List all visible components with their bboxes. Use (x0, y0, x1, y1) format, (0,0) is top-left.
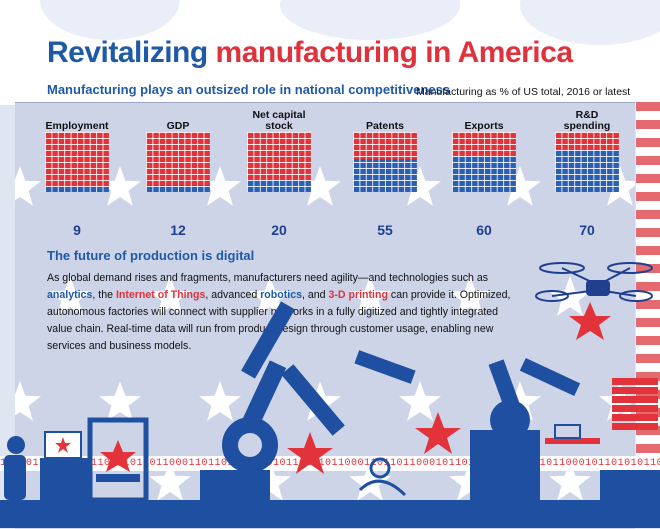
background-star (49, 276, 91, 316)
robot-arm (200, 301, 295, 500)
printed-star-icon (100, 440, 136, 472)
metric-grid (353, 132, 417, 192)
grid-lines (353, 132, 417, 192)
background-star (549, 276, 591, 316)
metric-grid (452, 132, 516, 192)
header-area (0, 0, 660, 105)
metric-value: 12 (170, 222, 186, 238)
page-title: Revitalizing manufacturing in America (47, 36, 573, 70)
chart-note: Manufacturing as % of US total, 2016 or … (416, 86, 631, 98)
metric-net-capital-stock: Net capital stock (247, 108, 311, 192)
metric-employment: Employment (45, 108, 109, 192)
keyword-robotics: robotics (260, 289, 302, 301)
grid-lines (247, 132, 311, 192)
metric-value: 20 (271, 222, 287, 238)
forklift (600, 470, 660, 500)
robot-arm (470, 357, 581, 500)
star-icon (287, 432, 333, 474)
metric-value: 70 (579, 222, 595, 238)
workstation (40, 458, 90, 500)
background-star (99, 381, 141, 421)
metric-label: R&D spending (563, 109, 611, 132)
metric-value: 9 (73, 222, 81, 238)
grid-lines (452, 132, 516, 192)
metric-rd-spending: R&D spending (555, 108, 619, 192)
background-star (349, 461, 391, 501)
section-heading: The future of production is digital (47, 248, 255, 263)
grid-lines (146, 132, 210, 192)
metric-grid (146, 132, 210, 192)
metric-label: Net capital stock (252, 109, 306, 132)
background-star (199, 166, 241, 206)
printer-frame (87, 417, 149, 503)
metric-patents: Patents (353, 108, 417, 192)
worker-figure (4, 436, 26, 500)
background-star (349, 276, 391, 316)
operator-figure (358, 457, 407, 497)
background-star (499, 166, 541, 206)
background-star (499, 381, 541, 421)
background-star (399, 166, 441, 206)
keyword-analytics: analytics (47, 289, 93, 301)
title-part-2: manufacturing in America (215, 36, 573, 69)
metric-exports: Exports (452, 108, 516, 192)
work-table (545, 438, 600, 444)
metric-label: Exports (464, 120, 504, 132)
metric-value: 55 (377, 222, 393, 238)
star-icon (415, 412, 461, 454)
background-star (299, 166, 341, 206)
background-star (15, 381, 41, 421)
background-star (449, 276, 491, 316)
drone-star-icon (569, 302, 611, 340)
drone-body (586, 280, 610, 296)
metric-value: 60 (476, 222, 492, 238)
metric-grid (555, 132, 619, 192)
background-star (199, 381, 241, 421)
background-star (15, 166, 41, 206)
metric-gdp: GDP (146, 108, 210, 192)
grid-lines (45, 132, 109, 192)
metric-grid (45, 132, 109, 192)
background-star (549, 461, 591, 501)
keyword-iot: Internet of Things (115, 289, 206, 301)
robot-arm (281, 350, 416, 436)
stacked-parts (612, 378, 658, 430)
metric-label: GDP (166, 120, 190, 132)
page-subtitle: Manufacturing plays an outsized role in … (47, 82, 451, 97)
background-star (399, 381, 441, 421)
grid-lines (555, 132, 619, 192)
background-star (149, 276, 191, 316)
monitor-star-icon (55, 437, 71, 453)
factory-floor (0, 500, 660, 528)
background-star (149, 461, 191, 501)
background-star (99, 166, 141, 206)
metric-grid (247, 132, 311, 192)
metric-label: Employment (45, 120, 109, 132)
section-body: As global demand rises and fragments, ma… (47, 272, 511, 352)
keyword-3d-printing: 3-D printing (328, 289, 388, 301)
title-part-1: Revitalizing (47, 36, 208, 69)
background-star (249, 276, 291, 316)
metric-label: Patents (366, 120, 404, 132)
